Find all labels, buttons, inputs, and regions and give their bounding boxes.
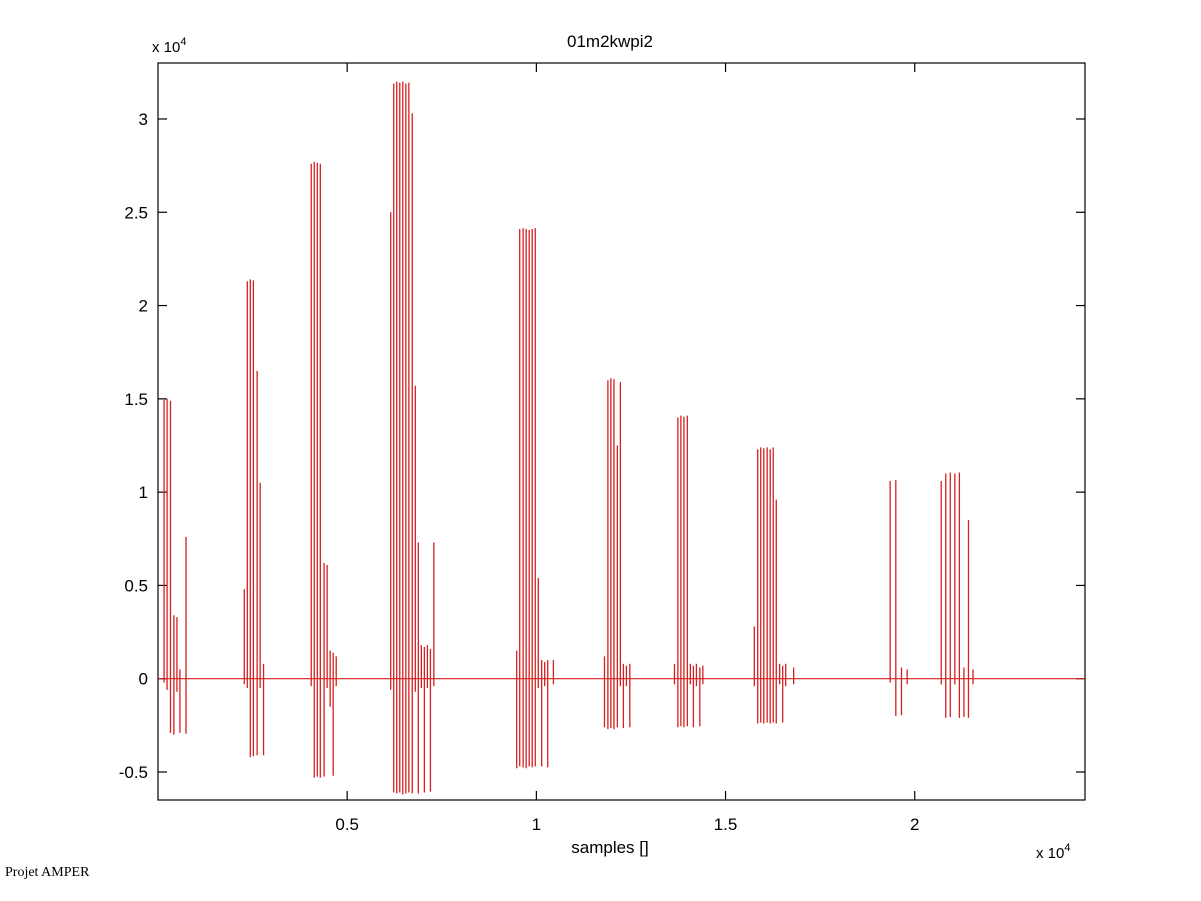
signal-layer [158, 81, 1085, 795]
project-footer: Projet AMPER [5, 865, 90, 880]
y-tick-label: 1 [139, 483, 148, 502]
x-axis-exponent-label: x 104 [1036, 842, 1070, 862]
x-tick-label: 1.5 [714, 815, 738, 834]
y-tick-label: -0.5 [119, 763, 148, 782]
chart-title: 01m2kwpi2 [567, 32, 653, 51]
y-tick-label: 3 [139, 110, 148, 129]
axes-layer: 0.5 1 1.5 2 -0.5 0 0.5 1 1.5 2 2.5 3 [119, 62, 1086, 834]
y-tick-label: 2 [139, 297, 148, 316]
y-tick-label: 0 [139, 670, 148, 689]
y-tick-label: 1.5 [124, 390, 148, 409]
x-axis-label: samples [] [571, 838, 648, 857]
x-tick-label: 0.5 [335, 815, 359, 834]
x-tick-label: 2 [910, 815, 919, 834]
y-tick-label: 2.5 [124, 203, 148, 222]
y-tick-label: 0.5 [124, 576, 148, 595]
plot-border [157, 62, 1086, 801]
x-tick-label: 1 [532, 815, 541, 834]
y-axis-exponent-label: x 104 [152, 36, 186, 56]
